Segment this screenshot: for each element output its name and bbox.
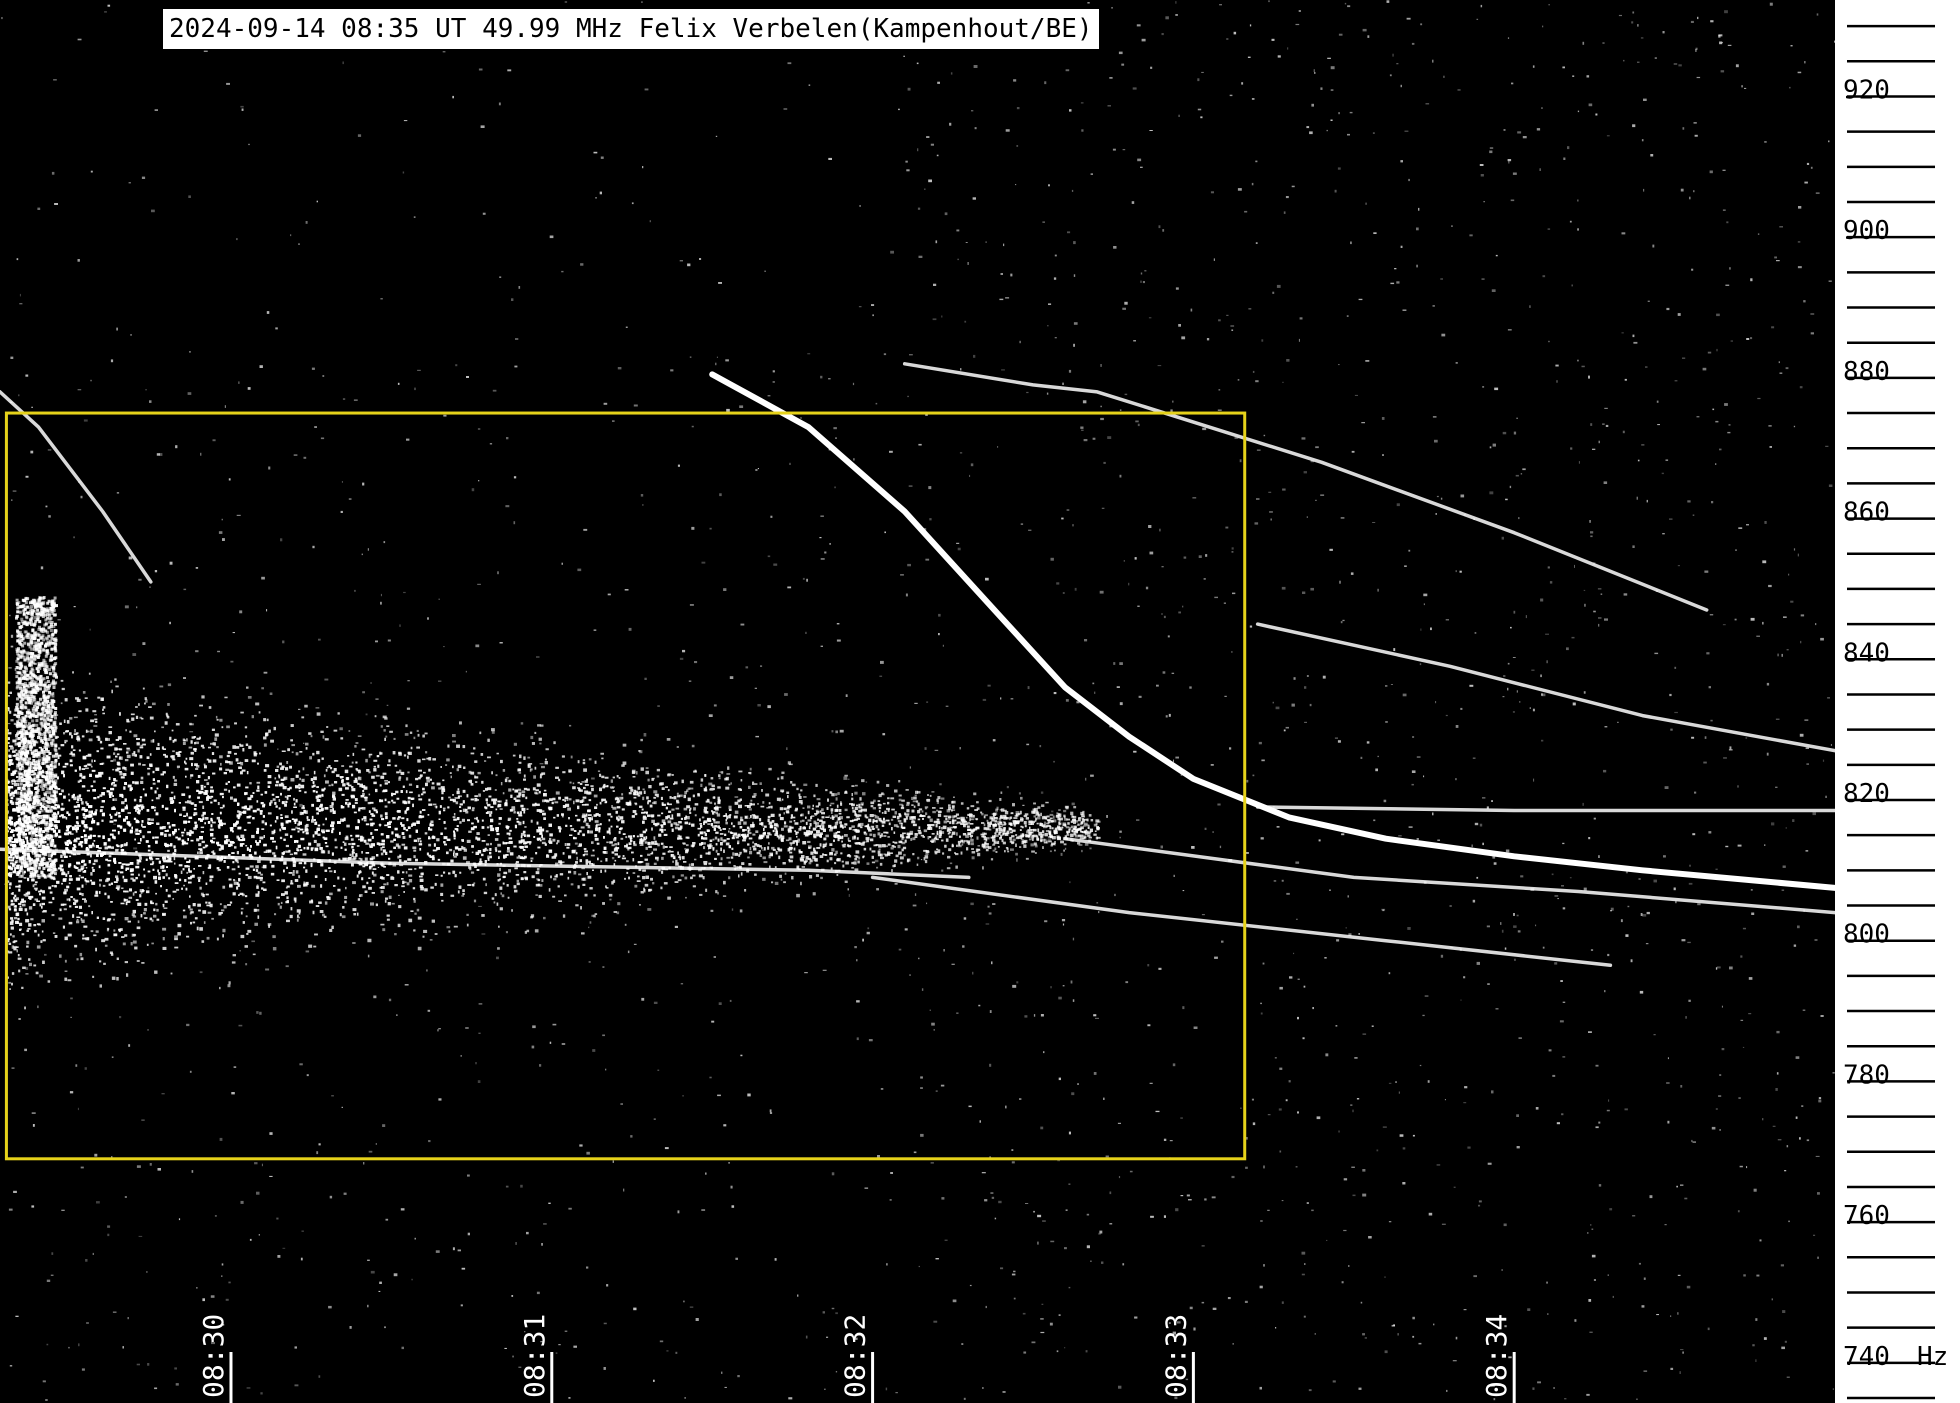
y-tick-label: 900 [1843,216,1890,246]
trace-0 [0,390,153,584]
highlight-box [4,411,1247,1161]
y-tick-label: 740 [1843,1342,1890,1372]
noise-cloud [6,596,1101,1020]
y-tick-label: 860 [1843,498,1890,528]
trace-6 [1255,805,1835,813]
x-tick-label: 08:30 [197,1314,230,1398]
trace-3 [1255,622,1835,753]
y-tick-label: 840 [1843,638,1890,668]
trace-4 [1063,836,1835,915]
x-tick-label: 08:33 [1159,1314,1192,1398]
x-tick-label: 08:31 [518,1314,551,1398]
trace-5 [870,875,1613,968]
y-tick-label: 920 [1843,75,1890,105]
trace-2 [902,362,1709,612]
y-tick-label: 800 [1843,920,1890,950]
y-tick-label: 780 [1843,1060,1890,1090]
x-tick-label: 08:32 [839,1314,872,1398]
trace-1 [709,371,1835,891]
frequency-axis: 920 900 880 860 840 820 800 780 760 740 Hz [1835,0,1960,1403]
x-axis-ticks: 08:30 08:31 08:32 08:33 08:34 [197,1314,1516,1403]
trace-7 [0,847,971,880]
y-unit-label: Hz [1917,1342,1948,1372]
meteor-traces [0,362,1835,968]
y-tick-label: 880 [1843,357,1890,387]
y-tick-label: 760 [1843,1201,1890,1231]
x-tick-label: 08:34 [1480,1314,1513,1398]
chart-title: 2024-09-14 08:35 UT 49.99 MHz Felix Verb… [163,9,1099,49]
spectrogram-plot: 08:30 08:31 08:32 08:33 08:34 [0,0,1835,1403]
y-tick-label: 820 [1843,779,1890,809]
